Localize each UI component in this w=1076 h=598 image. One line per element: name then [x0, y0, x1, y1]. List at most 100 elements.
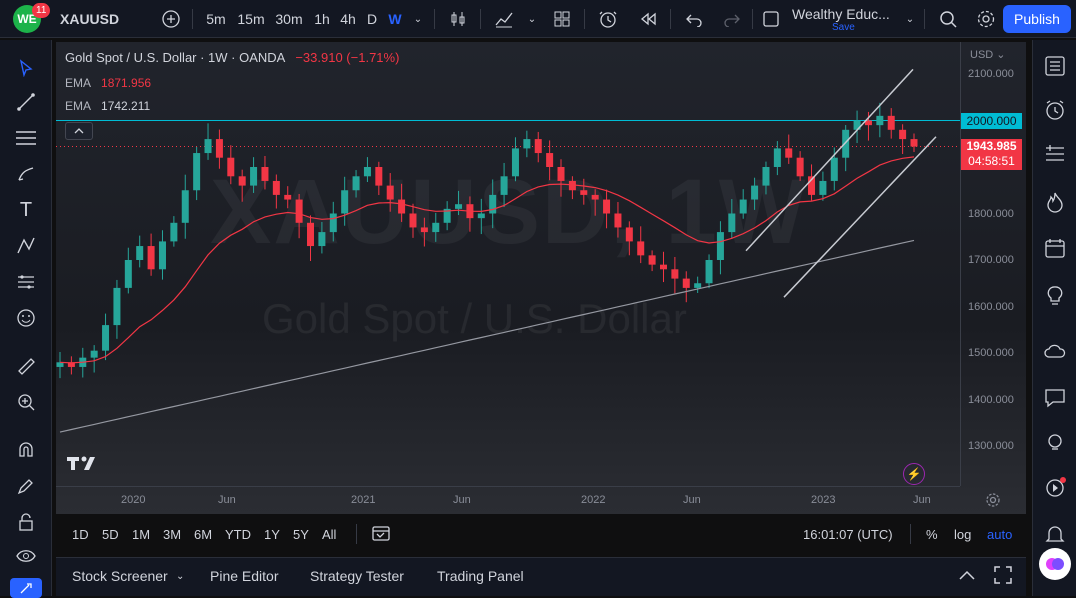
lock-icon[interactable]	[10, 506, 42, 538]
auto-scale-toggle[interactable]: auto	[987, 527, 1013, 542]
layout-dropdown-icon[interactable]: ⌄	[905, 13, 915, 25]
chat-icon[interactable]	[1039, 382, 1071, 414]
timeframe-30m[interactable]: 30m	[275, 11, 303, 27]
collapse-panel-chevron-icon[interactable]	[958, 568, 976, 586]
range-ytd[interactable]: YTD	[225, 527, 251, 542]
indicators-dropdown-icon[interactable]: ⌄	[527, 13, 537, 25]
timeframe-5m[interactable]: 5m	[206, 11, 226, 27]
tab-strategy-tester[interactable]: Strategy Tester	[310, 568, 404, 584]
candle-body	[819, 180, 827, 195]
watchlist-icon[interactable]	[1039, 50, 1071, 82]
range-6m[interactable]: 6M	[194, 527, 213, 542]
price-tick: 1400.000	[968, 394, 1014, 406]
candle-body	[284, 194, 292, 200]
brush-icon[interactable]	[10, 158, 42, 190]
time-axis[interactable]	[56, 486, 960, 514]
streams-cloud-icon[interactable]	[1039, 336, 1071, 368]
range-5d[interactable]: 5D	[102, 527, 119, 542]
candles-icon[interactable]	[446, 0, 470, 38]
alarm-clock-icon[interactable]	[1039, 94, 1071, 126]
candle-body	[420, 227, 428, 233]
utc-clock[interactable]: 16:01:07 (UTC)	[803, 527, 893, 542]
timeframe-4h[interactable]: 4h	[340, 11, 356, 27]
candle-body	[329, 213, 337, 233]
price-axis[interactable]	[960, 42, 1026, 486]
help-bulb-icon[interactable]	[1039, 426, 1071, 458]
range-1y[interactable]: 1Y	[264, 527, 280, 542]
hotlists-fire-icon[interactable]	[1039, 186, 1071, 218]
candle-body	[580, 190, 588, 195]
replay-icon[interactable]	[636, 0, 660, 38]
forecast-icon[interactable]	[10, 266, 42, 298]
cursor-icon[interactable]	[10, 52, 42, 84]
favorites-icon[interactable]	[10, 578, 42, 598]
tab-stock-screener[interactable]: Stock Screener	[72, 568, 168, 584]
ideas-lightbulb-icon[interactable]	[1039, 280, 1071, 312]
pattern-icon[interactable]	[10, 230, 42, 262]
log-scale-toggle[interactable]: log	[954, 527, 972, 542]
date-range-icon[interactable]	[372, 525, 390, 546]
axis-settings-gear-icon[interactable]	[985, 492, 1001, 513]
range-1m[interactable]: 1M	[132, 527, 151, 542]
screener-dropdown-icon[interactable]: ⌄	[176, 571, 185, 582]
bell-icon[interactable]	[1039, 518, 1071, 550]
percent-scale-toggle[interactable]: %	[926, 527, 938, 542]
smiley-icon[interactable]	[10, 302, 42, 334]
timeframe-d[interactable]: D	[366, 11, 378, 27]
pencil-lock-icon[interactable]	[10, 470, 42, 502]
range-5y[interactable]: 5Y	[293, 527, 309, 542]
text-tool-icon[interactable]: T	[19, 198, 33, 221]
price-tick: 1500.000	[968, 347, 1014, 359]
candle-body	[227, 157, 235, 177]
indicators-icon[interactable]	[492, 0, 516, 38]
candle-body	[705, 260, 713, 284]
ema-fast-value: 1871.956	[101, 76, 152, 90]
eye-icon[interactable]	[10, 540, 42, 572]
currency-selector[interactable]: USD ⌄	[970, 49, 1006, 61]
ema-fast-label: EMA	[65, 76, 92, 90]
timeframe-1h[interactable]: 1h	[314, 11, 330, 27]
publish-button[interactable]: Publish	[1003, 5, 1071, 33]
assistant-brain-icon[interactable]	[1039, 548, 1071, 580]
calendar-icon[interactable]	[1039, 232, 1071, 264]
tab-pine-editor[interactable]: Pine Editor	[210, 568, 279, 584]
zoom-in-icon[interactable]	[10, 386, 42, 418]
fullscreen-select-icon[interactable]	[760, 0, 782, 38]
undo-icon[interactable]	[682, 0, 706, 38]
price-chart[interactable]	[56, 42, 960, 486]
candle-body	[659, 264, 667, 270]
redo-icon[interactable]	[720, 0, 744, 38]
tab-trading-panel[interactable]: Trading Panel	[437, 568, 524, 584]
candle-body	[147, 246, 155, 270]
trend-line-icon[interactable]	[10, 86, 42, 118]
layout-name[interactable]: Wealthy Educ... Save	[792, 0, 912, 38]
candle-body	[352, 176, 360, 191]
collapse-legend-button[interactable]	[65, 122, 93, 140]
time-tick: 2022	[581, 494, 606, 506]
notifications-play-icon[interactable]	[1039, 472, 1071, 504]
layout-grid-icon[interactable]	[550, 0, 574, 38]
candle-body	[648, 255, 656, 265]
lightning-icon[interactable]: ⚡	[903, 463, 925, 485]
maximize-panel-icon[interactable]	[994, 566, 1012, 589]
ruler-icon[interactable]	[10, 350, 42, 382]
legend-title[interactable]: Gold Spot / U.S. Dollar · 1W · OANDA	[65, 50, 286, 65]
ema-slow-line	[59, 239, 915, 433]
add-symbol-icon[interactable]	[160, 0, 182, 38]
timeframe-15m[interactable]: 15m	[237, 11, 265, 27]
symbol-search[interactable]: XAUUSD	[60, 11, 120, 27]
timeframe-dropdown-icon[interactable]: ⌄	[413, 13, 423, 25]
ema-fast-legend[interactable]: EMA 1871.956	[65, 76, 151, 90]
data-window-icon[interactable]	[1039, 138, 1071, 170]
settings-gear-icon[interactable]	[974, 0, 998, 38]
range-3m[interactable]: 3M	[163, 527, 182, 542]
timeframe-w[interactable]: W	[388, 11, 402, 27]
search-icon[interactable]	[936, 0, 960, 38]
alert-icon[interactable]	[596, 0, 620, 38]
ema-slow-legend[interactable]: EMA 1742.211	[65, 99, 150, 113]
candle-body	[682, 278, 690, 288]
magnet-icon[interactable]	[10, 434, 42, 466]
range-1d[interactable]: 1D	[72, 527, 89, 542]
horizontal-lines-icon[interactable]	[10, 122, 42, 154]
range-all[interactable]: All	[322, 527, 337, 542]
